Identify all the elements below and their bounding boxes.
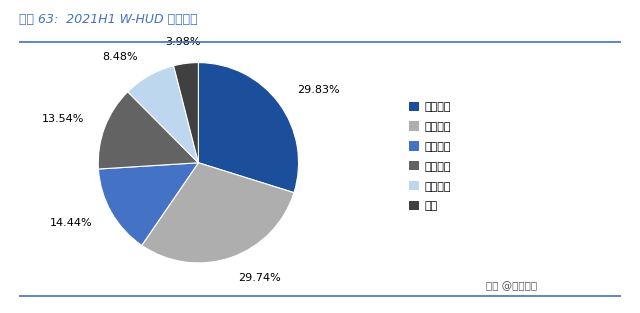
Text: 8.48%: 8.48% [102, 52, 138, 61]
Wedge shape [128, 66, 198, 163]
Wedge shape [99, 92, 198, 169]
Text: 头条 @未来智库: 头条 @未来智库 [486, 281, 538, 291]
Wedge shape [198, 63, 298, 193]
Wedge shape [99, 163, 198, 245]
Text: 13.54%: 13.54% [42, 115, 84, 124]
Text: 图表 63:  2021H1 W-HUD 全球份额: 图表 63: 2021H1 W-HUD 全球份额 [19, 13, 198, 26]
Legend: 日本精机, 日本电装, 华阳集团, 台湾怡利, 大陆集团, 其他: 日本精机, 日本电装, 华阳集团, 台湾怡利, 大陆集团, 其他 [409, 101, 451, 212]
Text: 3.98%: 3.98% [165, 37, 201, 47]
Text: 29.74%: 29.74% [238, 273, 281, 283]
Wedge shape [173, 63, 198, 163]
Text: 14.44%: 14.44% [49, 218, 92, 228]
Wedge shape [142, 163, 294, 263]
Text: 29.83%: 29.83% [297, 85, 339, 95]
